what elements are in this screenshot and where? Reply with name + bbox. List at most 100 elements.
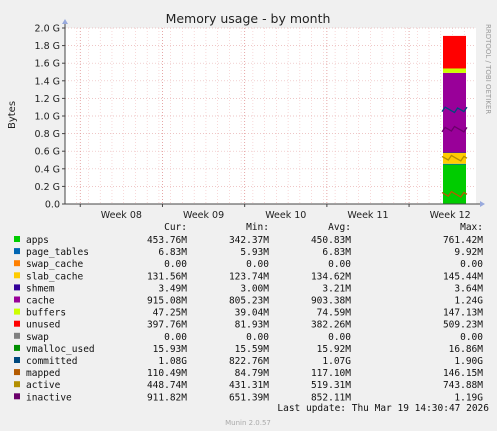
legend-cur-swap_cache: 0.00 xyxy=(164,259,187,270)
legend-min-shmem: 3.00M xyxy=(240,283,269,294)
area-apps xyxy=(443,164,466,204)
legend-name-cache: cache xyxy=(26,296,55,307)
legend-avg-inactive: 852.11M xyxy=(311,392,351,403)
area-unused xyxy=(443,35,466,69)
legend-cur-cache: 915.08M xyxy=(147,296,187,307)
legend-cur-slab_cache: 131.56M xyxy=(147,271,187,282)
legend-swatch-swap xyxy=(14,332,20,339)
area-page_tables xyxy=(443,163,466,165)
legend-cur-unused: 397.76M xyxy=(147,320,187,331)
legend-cur-swap: 0.00 xyxy=(164,332,187,343)
axes: 0.0 0.2 G 0.4 G 0.6 G 0.8 G 1.0 G 1.2 G 1.4 G 1.… xyxy=(35,19,485,221)
y-tick-label: 1.2 G xyxy=(35,94,61,105)
legend-max-mapped: 146.15M xyxy=(443,368,483,379)
legend-swatch-cache xyxy=(14,296,20,303)
legend-swatch-unused xyxy=(14,320,20,327)
legend-max-swap_cache: 0.00 xyxy=(460,259,483,270)
y-axis-arrow xyxy=(62,19,68,24)
legend-avg-unused: 382.26M xyxy=(311,320,351,331)
legend-swatch-shmem xyxy=(14,284,20,291)
legend-name-swap_cache: swap_cache xyxy=(26,259,83,270)
chart-title: Memory usage - by month xyxy=(166,11,331,26)
legend-name-buffers: buffers xyxy=(26,308,66,319)
legend-cur-vmalloc_used: 15.93M xyxy=(153,344,188,355)
legend-min-slab_cache: 123.74M xyxy=(229,271,269,282)
x-axis-arrow xyxy=(480,201,485,207)
legend-header: Avg: xyxy=(328,222,351,233)
legend-cur-shmem: 3.49M xyxy=(158,283,187,294)
legend-min-apps: 342.37M xyxy=(229,235,269,246)
legend-avg-apps: 450.83M xyxy=(311,235,351,246)
legend-name-apps: apps xyxy=(26,235,49,246)
legend-avg-swap: 0.00 xyxy=(328,332,351,343)
legend-avg-page_tables: 6.83M xyxy=(322,247,351,258)
legend-name-active: active xyxy=(26,380,61,391)
legend-avg-mapped: 117.10M xyxy=(311,368,351,379)
legend-max-slab_cache: 145.44M xyxy=(443,271,483,282)
legend-cur-inactive: 911.82M xyxy=(147,392,187,403)
legend-min-swap: 0.00 xyxy=(246,332,269,343)
legend-name-committed: committed xyxy=(26,356,77,367)
legend-min-page_tables: 5.93M xyxy=(240,247,269,258)
legend-name-unused: unused xyxy=(26,320,60,331)
legend-cur-page_tables: 6.83M xyxy=(158,247,187,258)
line-mapped xyxy=(441,190,468,198)
x-tick-label: Week 12 xyxy=(430,210,471,221)
legend-max-apps: 761.42M xyxy=(443,235,483,246)
y-tick-label: 0.0 xyxy=(45,200,60,211)
legend-min-inactive: 651.39M xyxy=(229,392,269,403)
rrdtool-credit: RRDTOOL / TOBI OETIKER xyxy=(484,24,492,114)
legend-swatch-apps xyxy=(14,236,20,242)
legend-min-committed: 822.76M xyxy=(229,356,269,367)
legend-swatch-mapped xyxy=(14,369,20,376)
legend-swatch-committed xyxy=(14,357,20,363)
area-buffers xyxy=(443,68,466,73)
legend-avg-slab_cache: 134.62M xyxy=(311,271,351,282)
legend: Cur: Min: Avg: Max: apps 453.76M 342.37M 450.83… xyxy=(14,222,483,403)
y-tick-label: 0.6 G xyxy=(35,147,61,158)
legend-max-unused: 509.23M xyxy=(443,320,483,331)
legend-max-cache: 1.24G xyxy=(454,296,483,307)
legend-max-buffers: 147.13M xyxy=(443,308,483,319)
y-tick-label: 2.0 G xyxy=(35,24,61,35)
legend-cur-committed: 1.08G xyxy=(158,356,187,367)
legend-avg-cache: 903.38M xyxy=(311,296,351,307)
legend-name-page_tables: page_tables xyxy=(26,247,89,258)
y-tick-label: 0.4 G xyxy=(35,164,61,175)
legend-name-slab_cache: slab_cache xyxy=(26,271,83,282)
legend-swatch-buffers xyxy=(14,308,20,315)
munin-version: Munin 2.0.57 xyxy=(225,419,271,427)
legend-max-page_tables: 9.92M xyxy=(454,247,483,258)
legend-name-mapped: mapped xyxy=(26,368,60,379)
y-tick-label: 0.2 G xyxy=(35,182,61,193)
legend-swatch-vmalloc_used xyxy=(14,344,20,351)
series-layer xyxy=(441,35,468,204)
line-committed xyxy=(441,106,468,114)
y-tick-label: 1.6 G xyxy=(35,59,61,70)
legend-swatch-slab_cache xyxy=(14,272,20,279)
x-tick-label: Week 08 xyxy=(101,210,142,221)
legend-min-active: 431.31M xyxy=(229,380,269,391)
legend-min-vmalloc_used: 15.59M xyxy=(235,344,270,355)
legend-cur-mapped: 110.49M xyxy=(147,368,187,379)
legend-cur-apps: 453.76M xyxy=(147,235,187,246)
y-tick-label: 1.0 G xyxy=(35,112,61,123)
legend-avg-shmem: 3.21M xyxy=(322,283,351,294)
legend-avg-committed: 1.07G xyxy=(322,356,351,367)
legend-max-swap: 0.00 xyxy=(460,332,483,343)
legend-name-shmem: shmem xyxy=(26,283,55,294)
legend-avg-buffers: 74.59M xyxy=(317,308,352,319)
x-tick-label: Week 11 xyxy=(347,210,388,221)
y-tick-label: 1.8 G xyxy=(35,41,61,52)
y-tick-label: 0.8 G xyxy=(35,129,61,140)
legend-min-mapped: 84.79M xyxy=(235,368,270,379)
line-inactive xyxy=(441,125,468,133)
legend-max-shmem: 3.64M xyxy=(454,283,483,294)
legend-min-cache: 805.23M xyxy=(229,296,269,307)
plot-area xyxy=(65,28,476,204)
legend-swatch-inactive xyxy=(14,393,20,400)
legend-min-unused: 81.93M xyxy=(235,320,270,331)
legend-min-buffers: 39.04M xyxy=(235,308,270,319)
y-tick-label: 1.4 G xyxy=(35,76,61,87)
